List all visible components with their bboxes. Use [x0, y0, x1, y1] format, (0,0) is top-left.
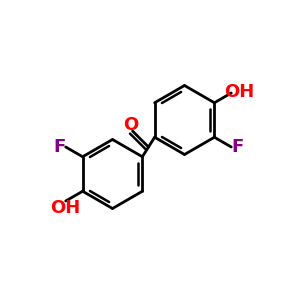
Text: OH: OH: [50, 199, 80, 217]
Text: F: F: [232, 138, 244, 156]
Text: O: O: [124, 116, 139, 134]
Text: OH: OH: [224, 83, 254, 101]
Text: F: F: [53, 138, 65, 156]
